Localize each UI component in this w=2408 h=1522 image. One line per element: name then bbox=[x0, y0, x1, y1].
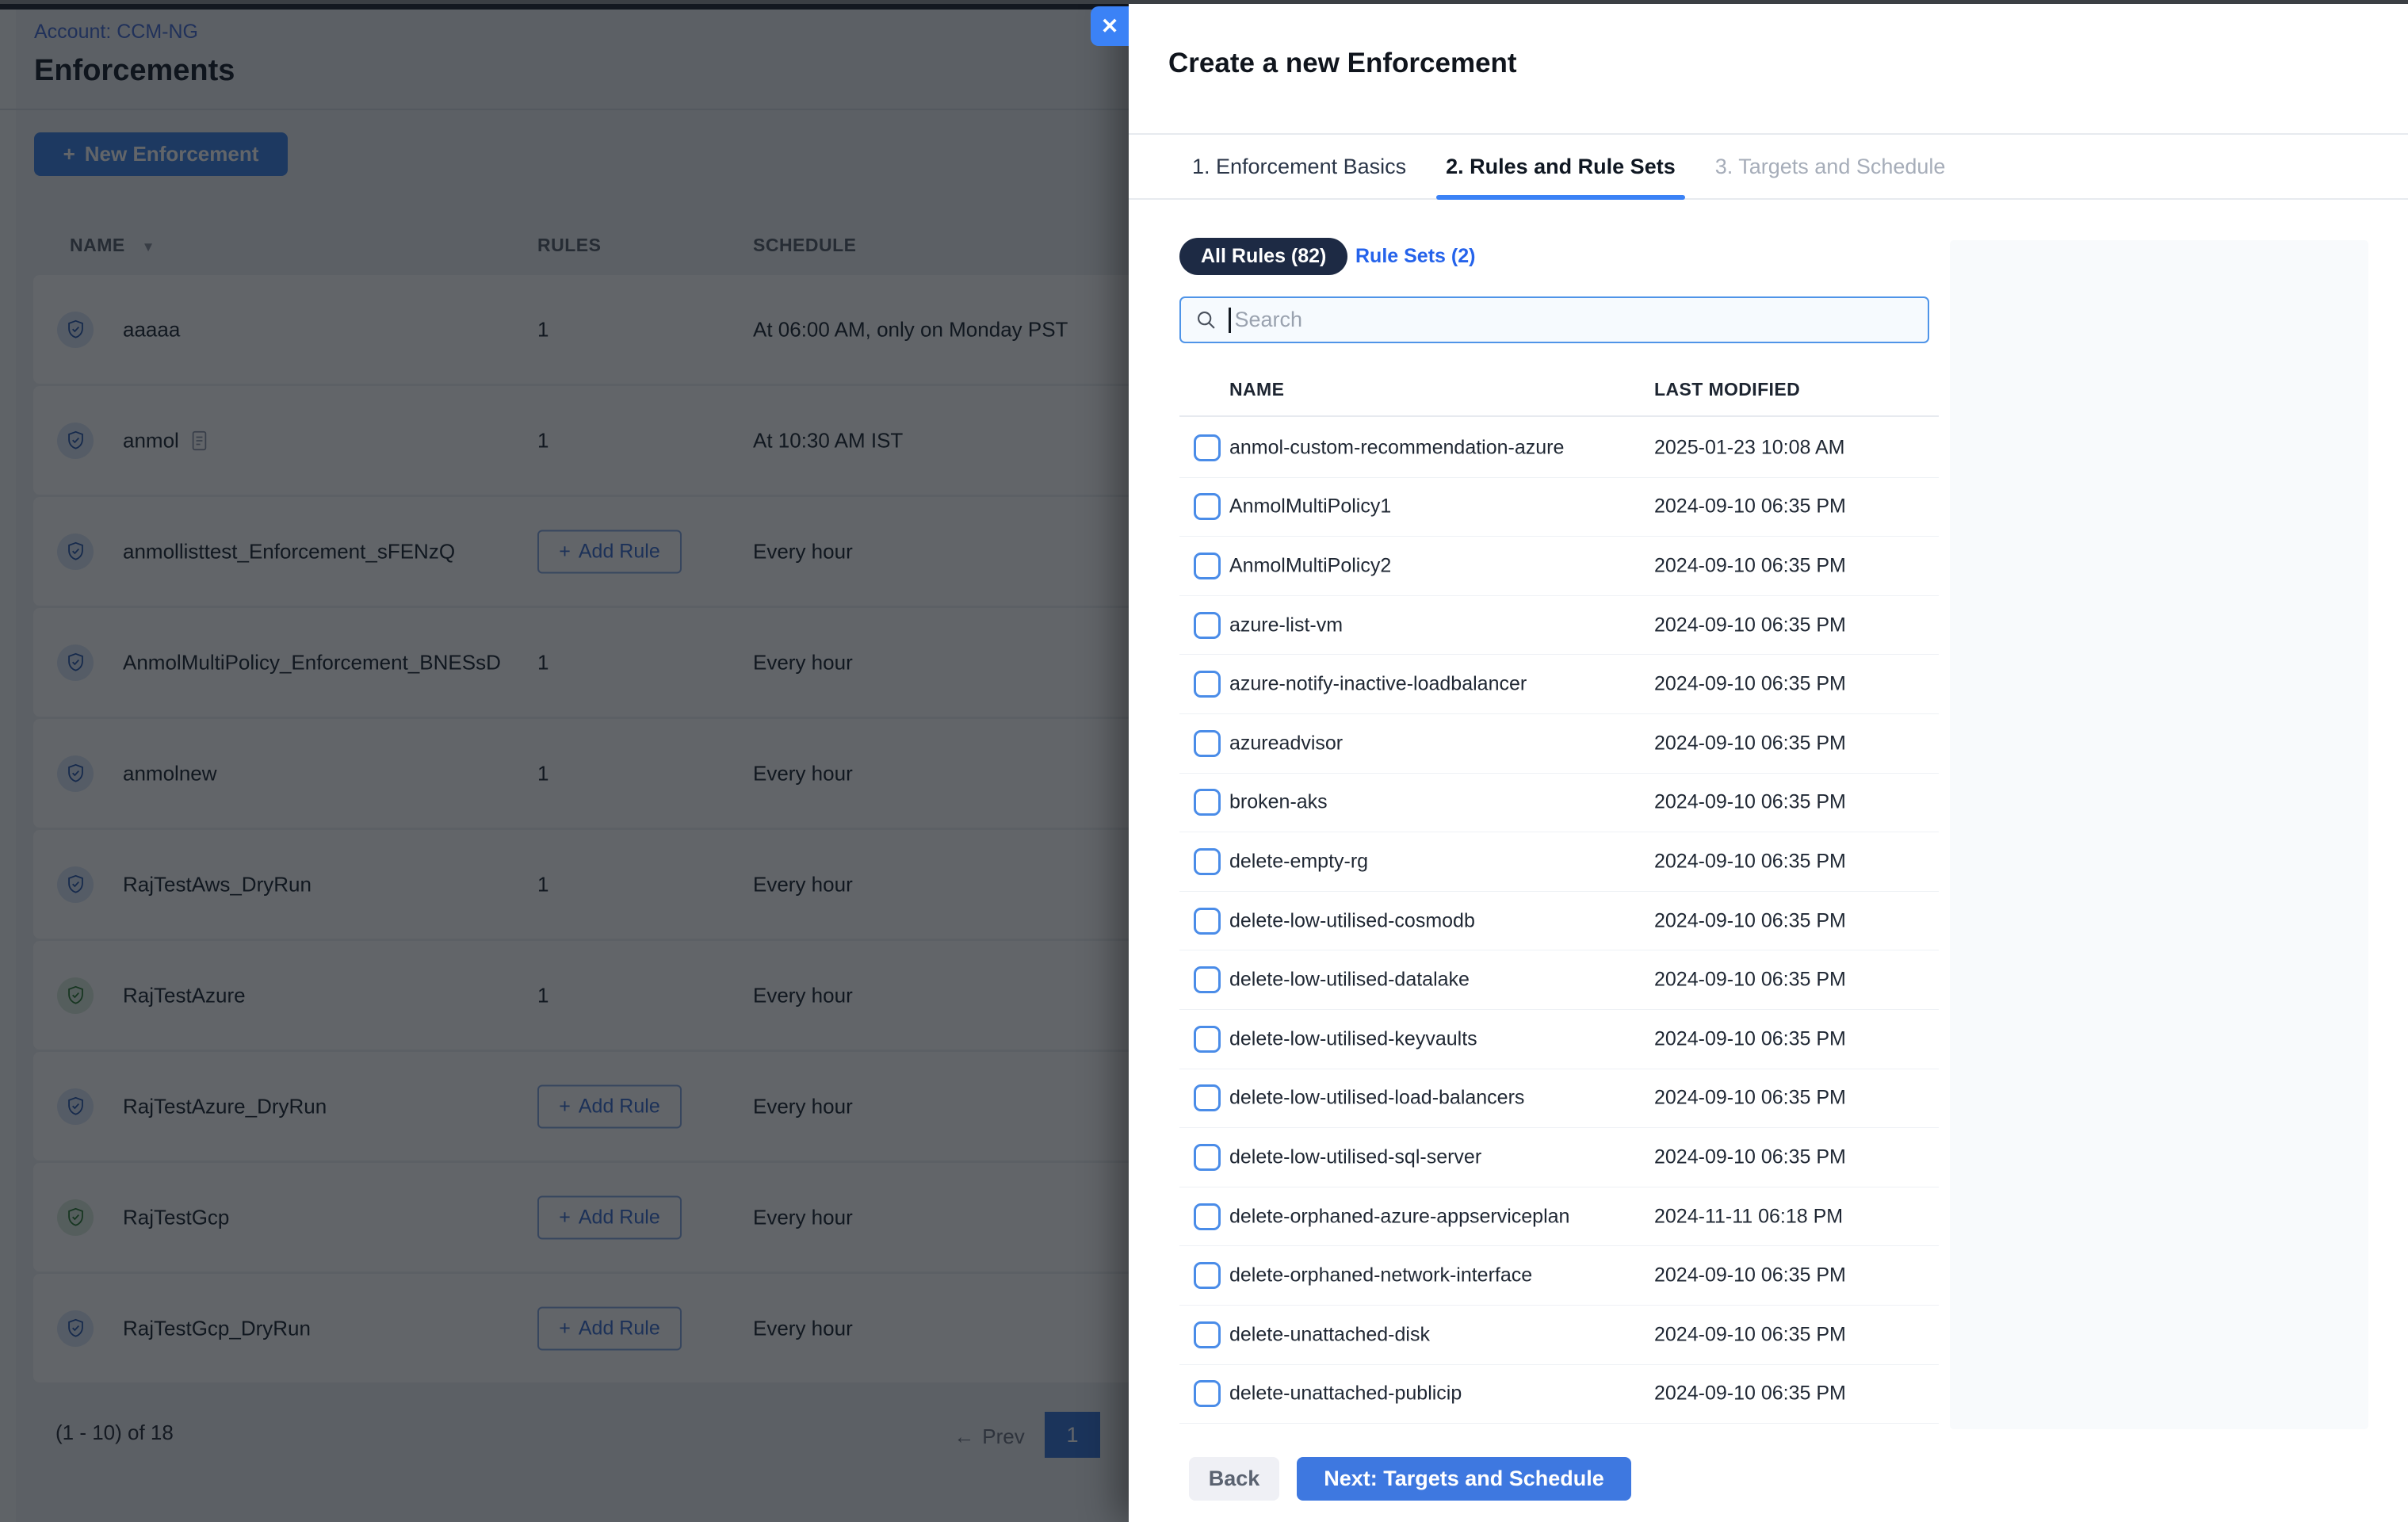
rule-name: delete-low-utilised-sql-server bbox=[1229, 1145, 1482, 1168]
rule-row: broken-aks 2024-09-10 06:35 PM bbox=[1179, 774, 1939, 833]
rule-checkbox[interactable] bbox=[1194, 729, 1221, 757]
active-tab-underline bbox=[1436, 195, 1685, 200]
rule-checkbox[interactable] bbox=[1194, 1203, 1221, 1230]
rule-row: AnmolMultiPolicy1 2024-09-10 06:35 PM bbox=[1179, 478, 1939, 537]
rule-checkbox[interactable] bbox=[1194, 907, 1221, 935]
rule-row: delete-low-utilised-datalake 2024-09-10 0… bbox=[1179, 950, 1939, 1010]
rules-list-header: NAME LAST MODIFIED bbox=[1179, 366, 1939, 417]
rule-checkbox[interactable] bbox=[1194, 966, 1221, 994]
rule-name: AnmolMultiPolicy1 bbox=[1229, 495, 1392, 518]
rule-row: delete-unattached-disk 2024-09-10 06:35 P… bbox=[1179, 1306, 1939, 1365]
rule-row: delete-low-utilised-cosmodb 2024-09-10 06… bbox=[1179, 892, 1939, 951]
all-rules-filter-pill[interactable]: All Rules (82) bbox=[1179, 238, 1348, 275]
rule-last-modified: 2024-09-10 06:35 PM bbox=[1654, 672, 1846, 695]
rule-row: delete-low-utilised-load-balancers 2024-0… bbox=[1179, 1069, 1939, 1129]
rule-last-modified: 2025-01-23 10:08 AM bbox=[1654, 436, 1845, 459]
rule-name: delete-low-utilised-keyvaults bbox=[1229, 1027, 1477, 1050]
rule-last-modified: 2024-09-10 06:35 PM bbox=[1654, 1382, 1846, 1405]
rule-row: delete-orphaned-azure-appserviceplan 2024… bbox=[1179, 1187, 1939, 1247]
rule-name: delete-orphaned-azure-appserviceplan bbox=[1229, 1205, 1570, 1228]
rule-row: anmol-custom-recommendation-azure 2025-01… bbox=[1179, 419, 1939, 478]
tab-rules-label: 2. Rules and Rule Sets bbox=[1446, 154, 1676, 178]
rule-checkbox[interactable] bbox=[1194, 1262, 1221, 1290]
rule-row: delete-empty-rg 2024-09-10 06:35 PM bbox=[1179, 832, 1939, 892]
rule-checkbox[interactable] bbox=[1194, 789, 1221, 816]
rule-name: delete-empty-rg bbox=[1229, 850, 1369, 873]
rule-sets-filter-link[interactable]: Rule Sets (2) bbox=[1341, 238, 1489, 275]
tab-enforcement-basics[interactable]: 1. Enforcement Basics bbox=[1192, 154, 1407, 178]
rule-last-modified: 2024-09-10 06:35 PM bbox=[1654, 850, 1846, 873]
rule-name: azure-notify-inactive-loadbalancer bbox=[1229, 672, 1527, 695]
rule-checkbox[interactable] bbox=[1194, 847, 1221, 875]
rule-last-modified: 2024-09-10 06:35 PM bbox=[1654, 1323, 1846, 1346]
rule-row: azureadvisor 2024-09-10 06:35 PM bbox=[1179, 714, 1939, 774]
rules-list: anmol-custom-recommendation-azure 2025-01… bbox=[1179, 419, 1939, 1424]
rule-last-modified: 2024-09-10 06:35 PM bbox=[1654, 909, 1846, 932]
rule-checkbox[interactable] bbox=[1194, 671, 1221, 698]
rule-name: delete-low-utilised-datalake bbox=[1229, 968, 1470, 991]
rule-row: delete-low-utilised-keyvaults 2024-09-10 … bbox=[1179, 1010, 1939, 1069]
rule-name: anmol-custom-recommendation-azure bbox=[1229, 436, 1565, 459]
tab-rules-and-rule-sets[interactable]: 2. Rules and Rule Sets bbox=[1436, 135, 1685, 200]
rule-checkbox[interactable] bbox=[1194, 434, 1221, 461]
rule-last-modified: 2024-09-10 06:35 PM bbox=[1654, 790, 1846, 813]
rule-last-modified: 2024-09-10 06:35 PM bbox=[1654, 495, 1846, 518]
tab-targets-and-schedule[interactable]: 3. Targets and Schedule bbox=[1714, 154, 1946, 178]
rules-column-last-modified: LAST MODIFIED bbox=[1654, 379, 1801, 400]
rule-checkbox[interactable] bbox=[1194, 1025, 1221, 1053]
rule-row: delete-unattached-publicip 2024-09-10 06:… bbox=[1179, 1365, 1939, 1424]
rule-name: AnmolMultiPolicy2 bbox=[1229, 554, 1392, 577]
rule-checkbox[interactable] bbox=[1194, 552, 1221, 579]
rule-row: AnmolMultiPolicy2 2024-09-10 06:35 PM bbox=[1179, 537, 1939, 596]
rule-last-modified: 2024-09-10 06:35 PM bbox=[1654, 1264, 1846, 1287]
rule-last-modified: 2024-09-10 06:35 PM bbox=[1654, 1027, 1846, 1050]
window-top-edge bbox=[0, 0, 2408, 4]
rule-checkbox[interactable] bbox=[1194, 1380, 1221, 1408]
rule-name: azureadvisor bbox=[1229, 732, 1344, 755]
rule-last-modified: 2024-09-10 06:35 PM bbox=[1654, 554, 1846, 577]
rule-last-modified: 2024-09-10 06:35 PM bbox=[1654, 732, 1846, 755]
rule-checkbox[interactable] bbox=[1194, 1321, 1221, 1348]
rule-checkbox[interactable] bbox=[1194, 1143, 1221, 1171]
rule-name: delete-orphaned-network-interface bbox=[1229, 1264, 1533, 1287]
search-input[interactable]: Search bbox=[1179, 296, 1929, 343]
rule-last-modified: 2024-11-11 06:18 PM bbox=[1654, 1205, 1844, 1228]
rule-row: azure-notify-inactive-loadbalancer 2024-0… bbox=[1179, 655, 1939, 714]
wizard-tabs: 1. Enforcement Basics 2. Rules and Rule … bbox=[1129, 135, 2408, 200]
rule-checkbox[interactable] bbox=[1194, 493, 1221, 521]
rule-row: delete-low-utilised-sql-server 2024-09-10… bbox=[1179, 1128, 1939, 1187]
rule-row: delete-orphaned-network-interface 2024-09… bbox=[1179, 1246, 1939, 1306]
rule-name: broken-aks bbox=[1229, 790, 1328, 813]
next-targets-schedule-button[interactable]: Next: Targets and Schedule bbox=[1297, 1457, 1631, 1501]
rule-checkbox[interactable] bbox=[1194, 611, 1221, 639]
rule-checkbox[interactable] bbox=[1194, 1084, 1221, 1112]
rule-name: delete-low-utilised-load-balancers bbox=[1229, 1086, 1525, 1109]
search-placeholder: Search bbox=[1234, 308, 1303, 331]
rule-last-modified: 2024-09-10 06:35 PM bbox=[1654, 614, 1846, 637]
text-caret bbox=[1229, 307, 1231, 333]
selected-rules-panel bbox=[1950, 240, 2368, 1429]
create-enforcement-modal: ✕ Create a new Enforcement 1. Enforcemen… bbox=[1091, 0, 2408, 1522]
rule-name: delete-unattached-disk bbox=[1229, 1323, 1430, 1346]
rule-name: azure-list-vm bbox=[1229, 614, 1344, 637]
rule-last-modified: 2024-09-10 06:35 PM bbox=[1654, 1145, 1846, 1168]
rule-last-modified: 2024-09-10 06:35 PM bbox=[1654, 968, 1846, 991]
rules-column-name: NAME bbox=[1229, 379, 1285, 400]
modal-header-divider bbox=[1129, 133, 2408, 135]
rule-name: delete-unattached-publicip bbox=[1229, 1382, 1462, 1405]
rule-name: delete-low-utilised-cosmodb bbox=[1229, 909, 1475, 932]
back-button[interactable]: Back bbox=[1189, 1457, 1279, 1501]
rule-last-modified: 2024-09-10 06:35 PM bbox=[1654, 1086, 1846, 1109]
modal-title: Create a new Enforcement bbox=[1168, 48, 1517, 78]
rule-row: azure-list-vm 2024-09-10 06:35 PM bbox=[1179, 596, 1939, 656]
search-icon bbox=[1195, 309, 1217, 331]
close-icon[interactable]: ✕ bbox=[1091, 6, 1129, 46]
